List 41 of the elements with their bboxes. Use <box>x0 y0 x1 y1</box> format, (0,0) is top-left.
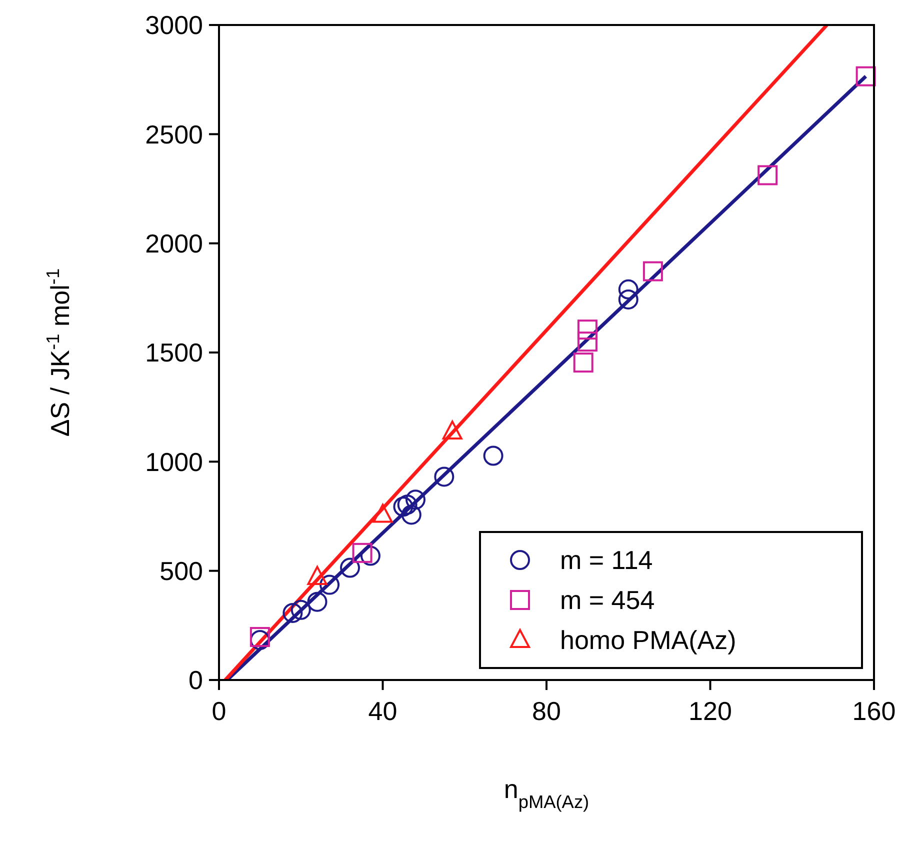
point <box>340 558 360 578</box>
point <box>642 261 663 282</box>
point <box>483 446 504 466</box>
legend-label: homo PMA(Az) <box>560 625 736 656</box>
point <box>352 542 372 563</box>
y-tick-label: 2000 <box>145 228 203 258</box>
legend-label: m = 114 <box>560 545 653 576</box>
x-tick-label: 0 <box>212 696 226 726</box>
y-tick-label: 1000 <box>145 446 203 477</box>
x-tick-label: 120 <box>688 696 732 726</box>
point <box>250 630 270 650</box>
point <box>758 165 778 186</box>
point <box>397 494 418 515</box>
point <box>320 574 340 595</box>
point <box>577 332 598 352</box>
point <box>577 320 598 340</box>
point <box>401 504 422 525</box>
point <box>442 420 462 440</box>
y-tick-label: 3000 <box>145 10 203 40</box>
point <box>573 352 594 373</box>
point <box>393 496 414 517</box>
y-tick-label: 500 <box>160 556 203 586</box>
point <box>406 490 426 510</box>
y-tick-label: 1500 <box>145 338 203 368</box>
point <box>290 600 311 620</box>
point <box>250 626 270 647</box>
x-tick-label: 80 <box>532 696 561 726</box>
point <box>618 279 638 300</box>
point <box>282 602 303 623</box>
point <box>372 504 393 523</box>
point <box>856 66 876 86</box>
point <box>434 466 454 487</box>
point <box>618 289 638 310</box>
point <box>360 546 380 566</box>
x-tick-label: 160 <box>852 696 896 726</box>
x-axis-title: n$_{pMA(Az)}$ <box>504 774 590 812</box>
x-tick-label: 40 <box>368 696 398 726</box>
legend-label: m = 454 <box>560 585 655 616</box>
point <box>307 592 328 612</box>
y-tick-label: 0 <box>188 665 203 696</box>
y-tick-label: 2500 <box>145 119 203 150</box>
